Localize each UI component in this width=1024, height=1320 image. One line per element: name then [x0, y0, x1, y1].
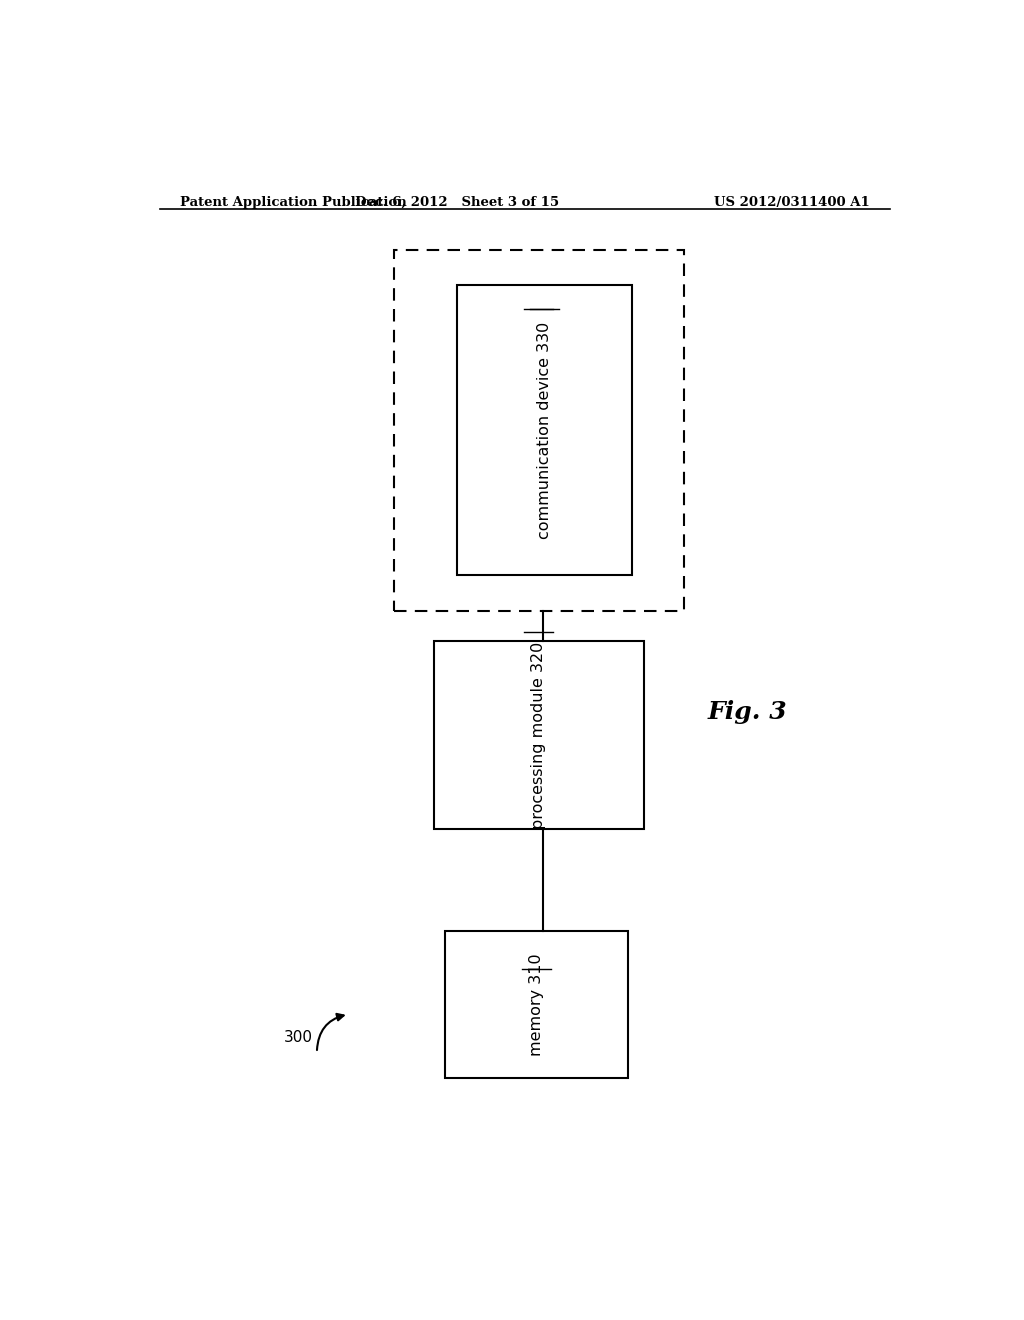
Text: Dec. 6, 2012   Sheet 3 of 15: Dec. 6, 2012 Sheet 3 of 15 [355, 195, 559, 209]
Text: memory 310: memory 310 [529, 953, 544, 1056]
Text: Patent Application Publication: Patent Application Publication [179, 195, 407, 209]
Text: 300: 300 [284, 1030, 313, 1045]
FancyArrowPatch shape [317, 1014, 344, 1049]
Bar [445, 931, 628, 1078]
Text: US 2012/0311400 A1: US 2012/0311400 A1 [715, 195, 870, 209]
Bar [458, 285, 632, 576]
Text: communication system 340: communication system 340 [531, 319, 546, 541]
Bar [433, 642, 644, 829]
Text: communication device 330: communication device 330 [538, 322, 552, 539]
Text: processing module 320: processing module 320 [531, 642, 546, 829]
Text: Fig. 3: Fig. 3 [708, 701, 786, 725]
Bar [394, 249, 684, 611]
